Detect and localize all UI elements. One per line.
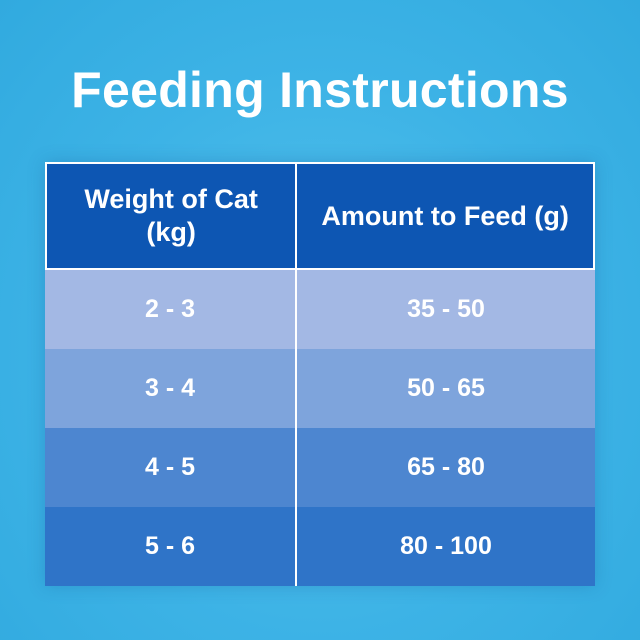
amount-cell: 80 - 100 (295, 507, 595, 586)
weight-cell: 3 - 4 (144, 374, 196, 402)
amount-cell: 50 - 65 (295, 349, 595, 428)
weight-cell: 5 - 6 (144, 532, 196, 560)
header-weight-of-cat: Weight of Cat (kg) (84, 184, 258, 247)
page-title: Feeding Instructions (71, 62, 569, 118)
table-row: 3 - 4 50 - 65 (45, 349, 595, 428)
feeding-table: Weight of Cat (kg) Amount to Feed (g) 2 … (45, 162, 595, 586)
weight-cell: 4 - 5 (144, 453, 196, 481)
weight-cell: 2 - 3 (144, 295, 196, 323)
amount-cell: 35 - 50 (295, 270, 595, 349)
table-row: 5 - 6 80 - 100 (45, 507, 595, 586)
amount-cell: 65 - 80 (295, 428, 595, 507)
header-amount-to-feed: Amount to Feed (g) (295, 164, 593, 268)
table-row: 4 - 5 65 - 80 (45, 428, 595, 507)
table-row: 2 - 3 35 - 50 (45, 270, 595, 349)
table-header-row: Weight of Cat (kg) Amount to Feed (g) (45, 162, 595, 270)
